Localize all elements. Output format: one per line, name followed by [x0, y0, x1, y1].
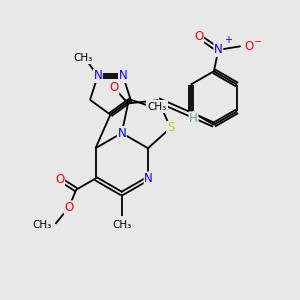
Text: +: + [224, 35, 232, 45]
Text: N: N [117, 127, 126, 140]
Text: O: O [55, 173, 64, 186]
Text: N: N [144, 172, 153, 185]
Text: N: N [118, 69, 127, 82]
Text: N: N [214, 43, 223, 56]
Text: CH₃: CH₃ [112, 220, 131, 230]
Text: S: S [167, 122, 174, 134]
Text: CH₃: CH₃ [147, 102, 167, 112]
Text: CH₃: CH₃ [33, 220, 52, 230]
Text: H: H [189, 112, 198, 125]
Text: O: O [64, 201, 74, 214]
Text: O: O [110, 81, 119, 94]
Text: O: O [244, 40, 254, 53]
Text: O: O [194, 30, 204, 43]
Text: −: − [254, 37, 262, 47]
Text: CH₃: CH₃ [73, 53, 92, 63]
Text: N: N [93, 69, 102, 82]
